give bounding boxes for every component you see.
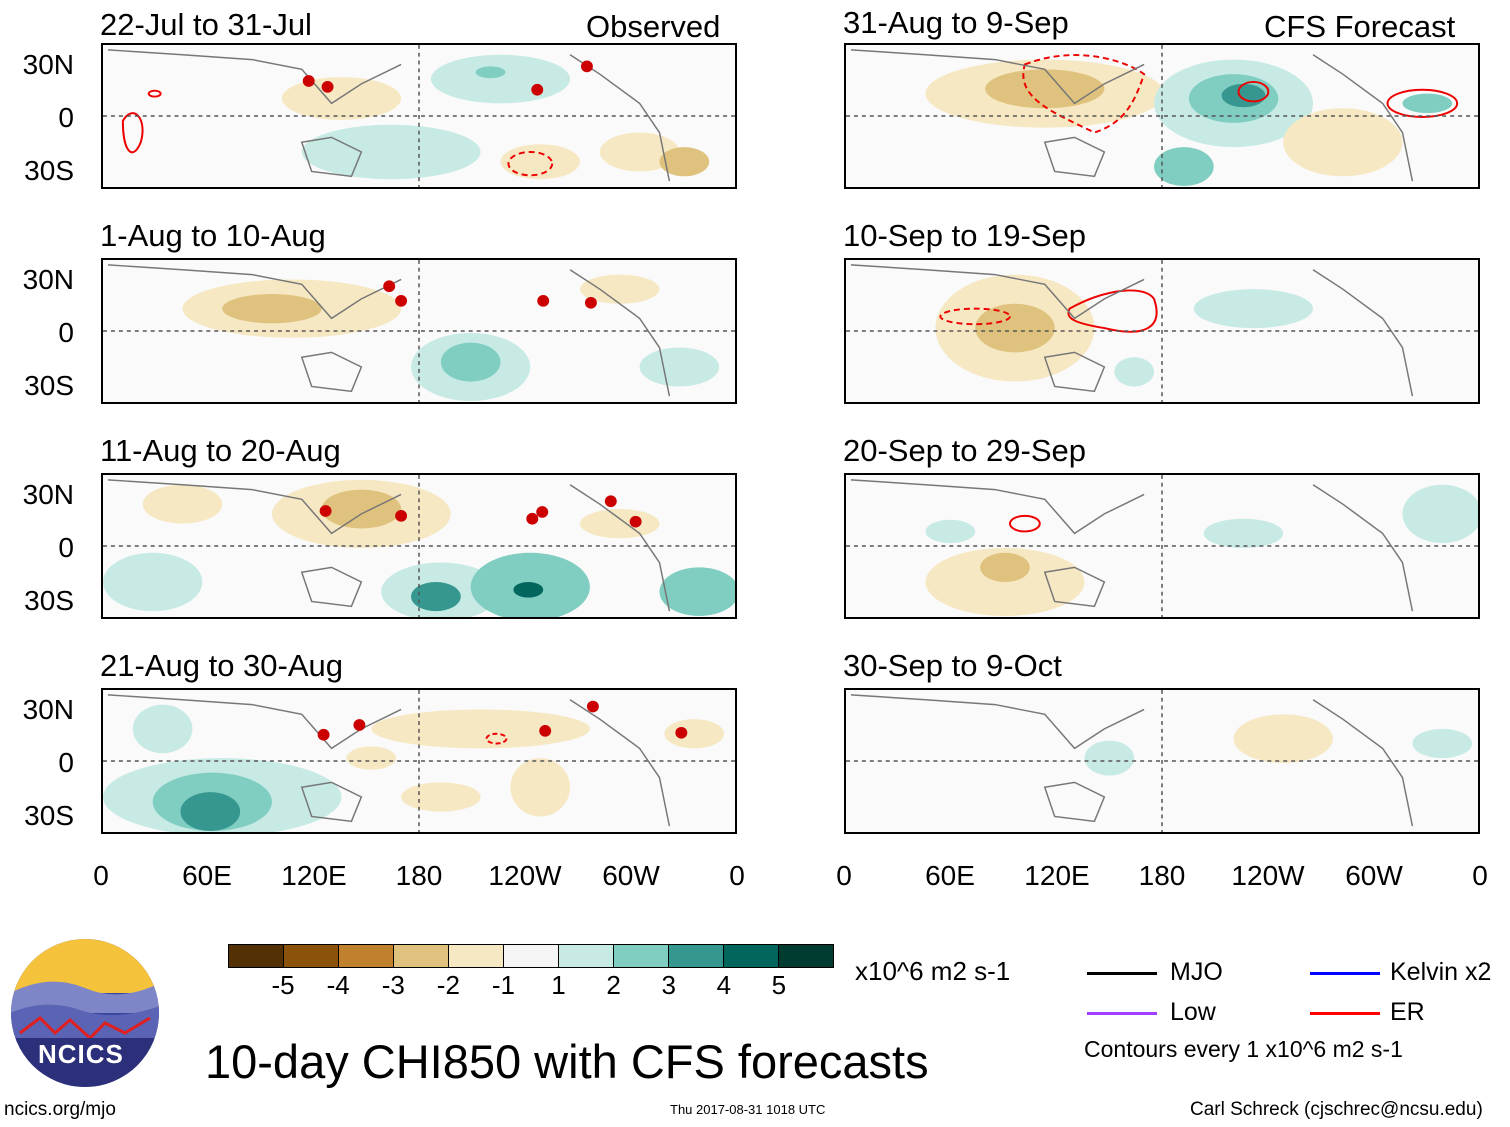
lat-label-eq: 0 [58, 532, 74, 563]
legend-line-kelvin [1310, 972, 1380, 975]
forecast-label: CFS Forecast [1264, 9, 1456, 44]
lon-label-120w: 120W [1231, 860, 1305, 891]
lon-label-60w: 60W [1345, 860, 1403, 891]
lat-label-30n: 30N [22, 479, 74, 510]
lon-label-60e: 60E [182, 860, 232, 891]
lon-label-0: 0 [93, 860, 109, 891]
panel-title-fcst-3: 20-Sep to 29-Sep [843, 433, 1087, 468]
lat-label-30n: 30N [22, 264, 74, 295]
contour-note: Contours every 1 x10^6 m2 s-1 [1084, 1036, 1403, 1062]
footer-author: Carl Schreck (cjschrec@ncsu.edu) [1190, 1099, 1483, 1120]
panel-title-fcst-2: 10-Sep to 19-Sep [843, 218, 1087, 253]
colorbar-swatch [504, 945, 559, 967]
colorbar-units: x10^6 m2 s-1 [855, 956, 1011, 986]
lon-label-0-end: 0 [1472, 860, 1488, 891]
lon-label-60e: 60E [925, 860, 975, 891]
legend-label-kelvin: Kelvin x2 [1390, 958, 1492, 986]
legend-line-mjo [1087, 972, 1157, 975]
colorbar-tick-label: 2 [606, 970, 621, 1000]
lat-label-30s: 30S [24, 370, 74, 401]
colorbar-swatch [229, 945, 284, 967]
lon-label-0: 0 [836, 860, 852, 891]
logo-text: NCICS [38, 1039, 124, 1069]
legend-label-low: Low [1170, 998, 1216, 1026]
colorbar-tick-label: -4 [326, 970, 350, 1000]
map-panel-obs-3 [101, 473, 737, 619]
legend-line-er [1310, 1012, 1380, 1015]
lon-label-120w: 120W [488, 860, 562, 891]
legend-line-low [1087, 1012, 1157, 1015]
map-panel-obs-2 [101, 258, 737, 404]
colorbar-tick-label: -3 [381, 970, 405, 1000]
legend-label-er: ER [1390, 998, 1425, 1026]
map-panel-fcst-1 [844, 43, 1480, 189]
lon-label-120e: 120E [1024, 860, 1090, 891]
lat-label-eq: 0 [58, 747, 74, 778]
footer-url[interactable]: ncics.org/mjo [4, 1099, 116, 1120]
ncics-logo: NCICS [10, 938, 160, 1088]
footer-timestamp: Thu 2017-08-31 1018 UTC [670, 1102, 826, 1117]
panel-title-obs-2: 1-Aug to 10-Aug [100, 218, 326, 253]
colorbar-swatch [779, 945, 833, 967]
panel-title-obs-4: 21-Aug to 30-Aug [100, 648, 344, 683]
colorbar-swatch [669, 945, 724, 967]
colorbar-swatch [559, 945, 614, 967]
lat-label-30s: 30S [24, 800, 74, 831]
lon-label-180: 180 [395, 860, 443, 891]
map-panel-fcst-2 [844, 258, 1480, 404]
map-panel-fcst-3 [844, 473, 1480, 619]
lat-label-30n: 30N [22, 694, 74, 725]
lat-label-30n: 30N [22, 49, 74, 80]
panel-title-fcst-1: 31-Aug to 9-Sep [843, 5, 1069, 40]
legend-label-mjo: MJO [1170, 958, 1223, 986]
colorbar-swatch [724, 945, 779, 967]
colorbar-swatch [339, 945, 394, 967]
legend: MJO Kelvin x2 Low ER [1085, 958, 1505, 1028]
colorbar-tick-label: -2 [436, 970, 460, 1000]
colorbar-tick-label: 1 [551, 970, 566, 1000]
colorbar-swatch [394, 945, 449, 967]
colorbar-swatch [449, 945, 504, 967]
observed-label: Observed [586, 9, 721, 44]
colorbar-ticks: -5 -4 -3 -2 -1 1 2 3 4 5 [228, 972, 834, 1002]
colorbar-tick-label: 3 [661, 970, 676, 1000]
lat-label-30s: 30S [24, 585, 74, 616]
colorbar-swatch [284, 945, 339, 967]
lon-label-180: 180 [1138, 860, 1186, 891]
colorbar-tick-label: -5 [271, 970, 295, 1000]
main-title: 10-day CHI850 with CFS forecasts [205, 1035, 929, 1088]
lon-label-60w: 60W [602, 860, 660, 891]
panel-title-obs-1: 22-Jul to 31-Jul [100, 7, 312, 42]
lon-label-120e: 120E [281, 860, 347, 891]
map-panel-fcst-4 [844, 688, 1480, 834]
panel-title-fcst-4: 30-Sep to 9-Oct [843, 648, 1062, 683]
colorbar-tick-label: -1 [491, 970, 516, 1000]
lat-label-30s: 30S [24, 155, 74, 186]
map-panel-obs-4 [101, 688, 737, 834]
lat-label-eq: 0 [58, 102, 74, 133]
lat-label-eq: 0 [58, 317, 74, 348]
colorbar-swatch [614, 945, 669, 967]
colorbar-tick-label: 4 [716, 970, 732, 1000]
colorbar [228, 944, 834, 968]
map-panel-obs-1 [101, 43, 737, 189]
colorbar-tick-label: 5 [771, 970, 787, 1000]
panel-title-obs-3: 11-Aug to 20-Aug [100, 433, 341, 468]
lon-label-0-end: 0 [729, 860, 745, 891]
